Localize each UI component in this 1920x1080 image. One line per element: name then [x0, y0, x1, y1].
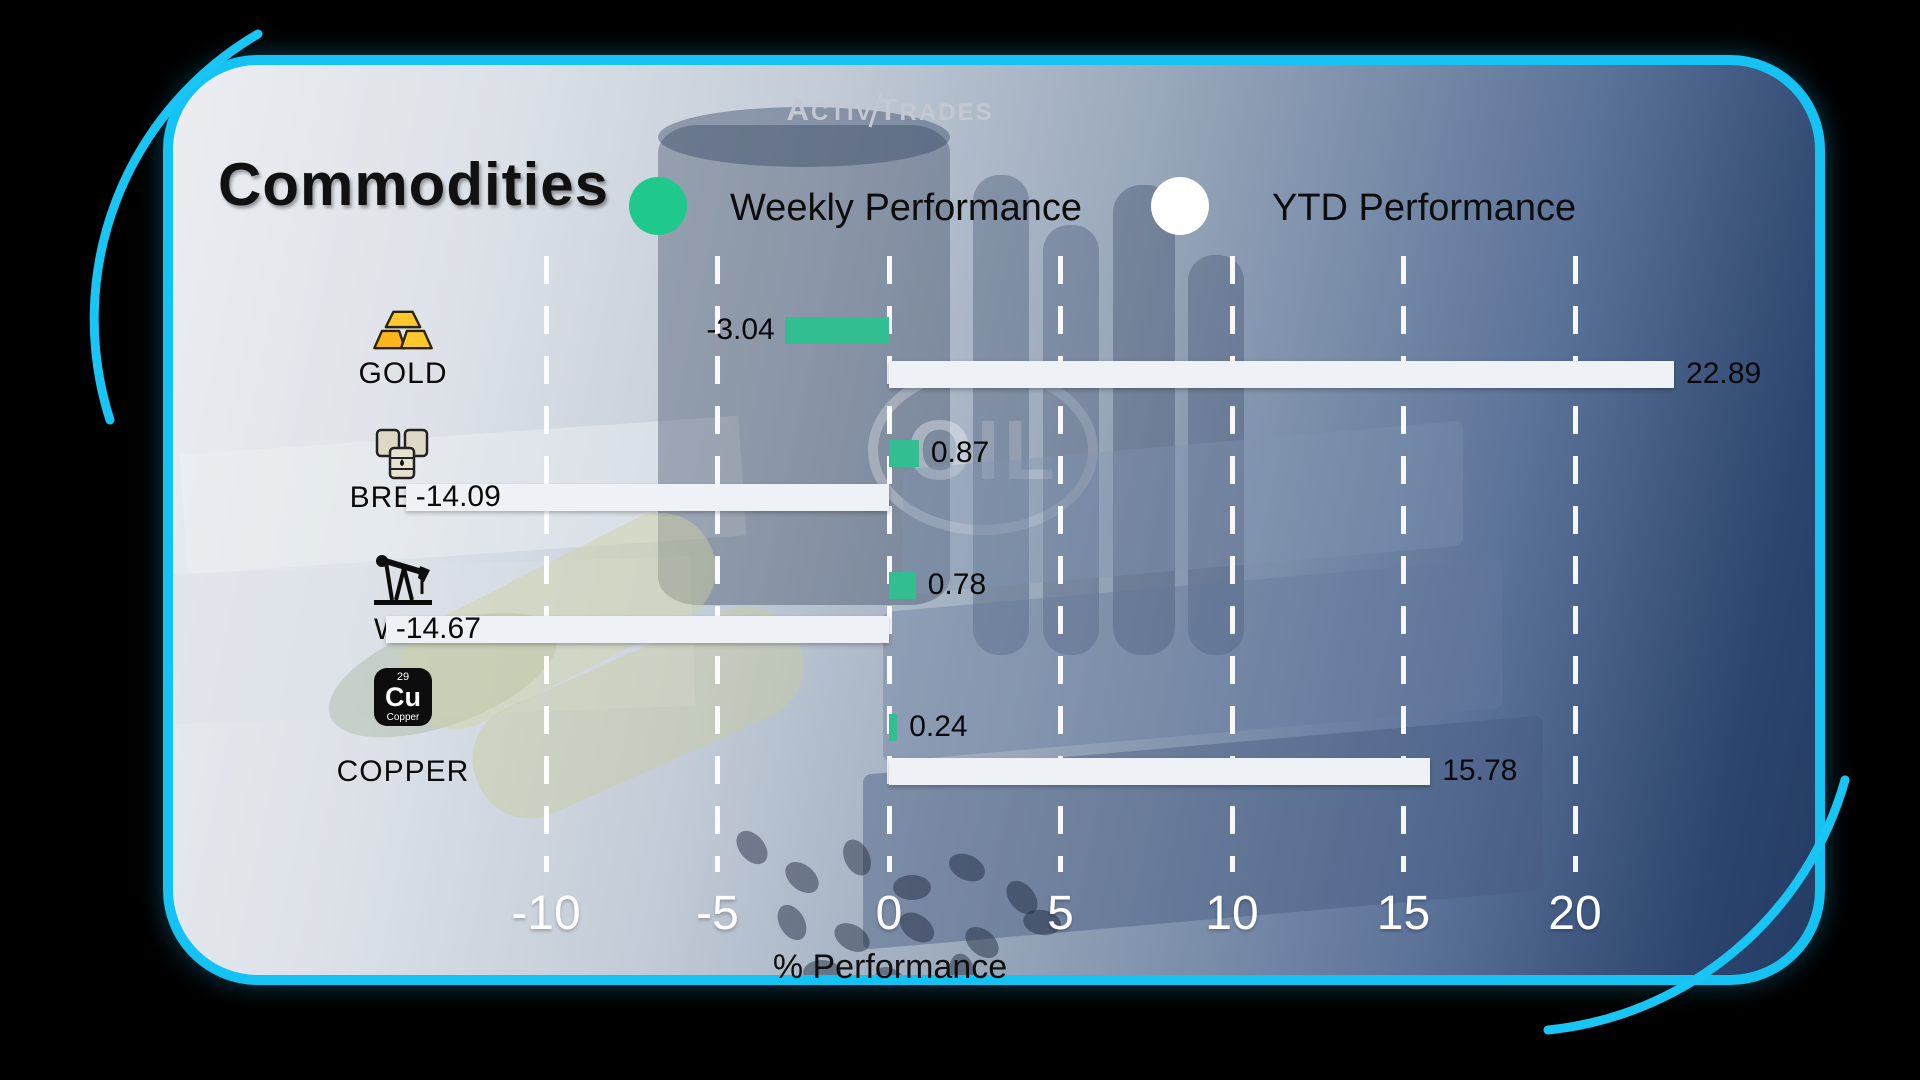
x-tick-10: 10	[1205, 887, 1259, 940]
copper-name: Copper	[386, 712, 420, 723]
coffee-bean	[893, 875, 931, 900]
gridline-10	[1229, 256, 1235, 872]
card-background: OIL	[163, 55, 1825, 985]
background-oil-watermark: OIL	[868, 365, 1098, 535]
gold-ytd-value: 22.89	[1686, 357, 1762, 390]
ytd-legend-dot	[1151, 177, 1209, 235]
copper-element-icon: 29 Cu Copper	[374, 668, 432, 726]
wti-ytd-bar: -14.67	[385, 612, 889, 645]
coffee-bean	[803, 960, 841, 975]
x-tick-20: 20	[1548, 887, 1602, 940]
logo-text: T	[878, 92, 900, 127]
weekly-legend-label: Weekly Performance	[730, 187, 1082, 229]
brent-weekly-bar: 0.87	[889, 436, 989, 469]
logo-text: RADES	[899, 99, 994, 126]
wti-ytd-value: -14.67	[395, 612, 481, 645]
x-tick-0: 0	[875, 887, 903, 940]
x-tick-15: 15	[1376, 887, 1431, 940]
x-tick--5: -5	[696, 887, 739, 940]
background-pipe	[1188, 255, 1244, 655]
category-label-copper: COPPER	[336, 755, 470, 788]
brent-ytd-value: -14.09	[415, 480, 501, 513]
gridline-15	[1401, 256, 1406, 872]
wti-weekly-value: 0.78	[927, 568, 987, 601]
brent-ytd-bar: -14.09	[405, 480, 889, 513]
copper-ytd-value: 15.78	[1442, 754, 1518, 787]
copper-symbol: Cu	[385, 682, 421, 712]
gold-ytd-bar: 22.89	[889, 357, 1761, 390]
gridline-5	[1058, 256, 1063, 872]
background-pipe	[973, 175, 1029, 655]
copper-ytd-bar: 15.78	[889, 754, 1517, 787]
coffee-bean	[779, 855, 825, 900]
ytd-legend-label: YTD Performance	[1272, 187, 1577, 229]
page-title: Commodities	[218, 151, 610, 218]
coffee-bean	[771, 899, 813, 946]
logo-text: CTIV	[810, 99, 874, 126]
logo-text: A	[786, 92, 811, 127]
wti-weekly-bar: 0.78	[889, 568, 986, 601]
gridline--10	[543, 256, 549, 872]
gold-bars-icon	[373, 310, 433, 350]
x-axis-label: % Performance	[772, 948, 1008, 986]
oil-barrels-icon	[375, 428, 429, 480]
gridline-0	[886, 256, 892, 872]
activtrades-logo: ACTIV TRADES	[760, 92, 1020, 132]
background-oil-barrel-rim	[658, 107, 950, 167]
copper-weekly-bar: 0.24	[889, 710, 968, 743]
pumpjack-icon	[374, 555, 432, 605]
x-tick-5: 5	[1047, 887, 1074, 940]
category-label-gold: GOLD	[358, 357, 448, 390]
background-pipe	[1113, 185, 1175, 655]
gold-weekly-value: -3.04	[706, 313, 775, 346]
brent-weekly-value: 0.87	[930, 436, 990, 469]
gridline-20	[1572, 256, 1578, 872]
coffee-bean	[730, 824, 774, 871]
gridline--5	[715, 256, 720, 872]
weekly-legend-dot	[629, 177, 687, 235]
x-tick--10: -10	[511, 887, 581, 940]
gold-weekly-bar: -3.04	[706, 313, 889, 346]
background-pipe	[1043, 225, 1099, 655]
copper-atomic-number: 29	[396, 671, 410, 683]
copper-weekly-value: 0.24	[909, 710, 968, 743]
